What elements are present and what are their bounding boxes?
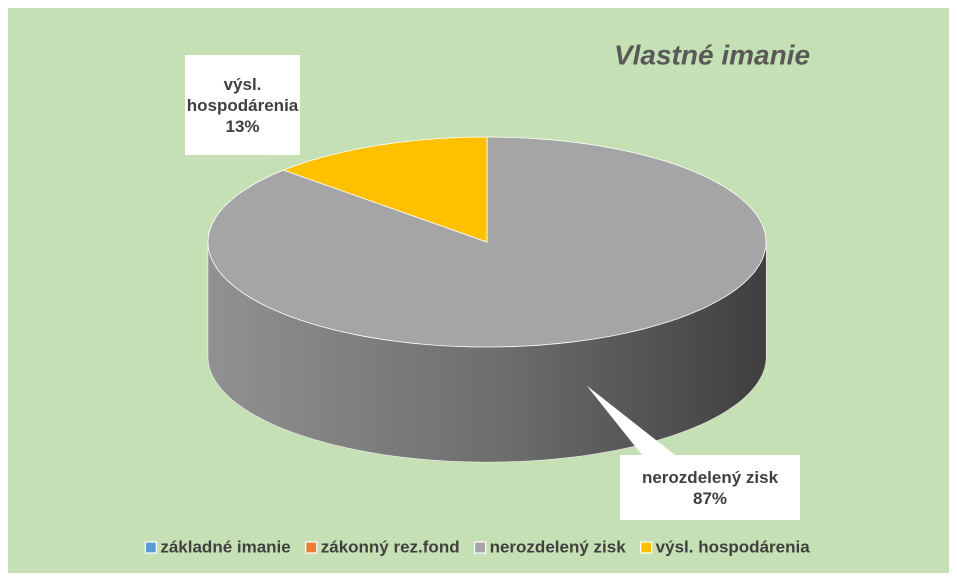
- callout-tail: [586, 385, 675, 455]
- label-category: nerozdelený zisk: [641, 467, 779, 487]
- legend-swatch: [144, 541, 157, 554]
- callout-text: nerozdelený zisk 87%: [620, 455, 800, 520]
- label-value: 13%: [225, 116, 260, 136]
- side-shade: [208, 242, 766, 462]
- callout-box: [185, 55, 300, 155]
- chart-title: Vlastné imanie: [614, 39, 810, 70]
- legend-label: výsl. hospodárenia: [656, 537, 811, 556]
- legend-swatch: [473, 541, 487, 554]
- slice: [282, 136, 488, 243]
- legend-label: základné imanie: [160, 537, 290, 556]
- callout-box: [620, 455, 800, 520]
- legend-label: nerozdelený zisk: [490, 537, 627, 556]
- legend-label: zákonný rez.fond: [321, 537, 460, 556]
- legend-swatch: [305, 541, 318, 554]
- label-category: výsl. hospodárenia: [186, 74, 299, 115]
- callout-text: výsl. hospodárenia 13%: [185, 55, 300, 155]
- legend-swatch: [640, 541, 653, 554]
- label-value: 87%: [692, 488, 728, 508]
